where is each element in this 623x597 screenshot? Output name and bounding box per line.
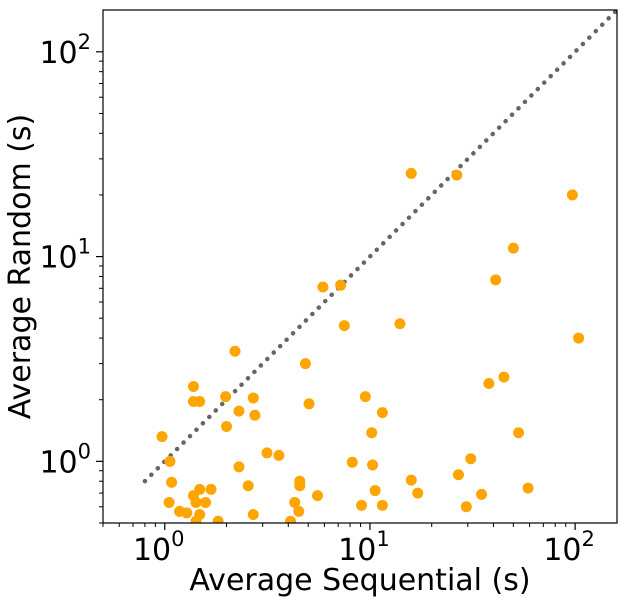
y-tick-base: 10 — [39, 36, 77, 71]
y-tick-label: 100 — [39, 439, 91, 480]
data-point — [507, 242, 519, 254]
data-point — [229, 345, 241, 357]
data-point — [394, 318, 406, 330]
data-point — [356, 499, 368, 511]
data-point — [187, 381, 199, 393]
data-point — [233, 405, 245, 417]
y-tick-exponent: 0 — [78, 439, 91, 463]
data-point — [247, 392, 259, 404]
data-point — [249, 409, 261, 421]
data-point — [498, 371, 510, 383]
data-point — [164, 455, 176, 467]
x-tick-label: 100 — [133, 527, 185, 568]
data-point — [566, 189, 578, 201]
y-axis-label: Average Random (s) — [3, 114, 38, 420]
data-point — [412, 487, 424, 499]
data-point — [163, 496, 175, 508]
x-tick-label: 102 — [543, 527, 595, 568]
data-point — [190, 515, 202, 523]
minor-ticks — [99, 60, 567, 527]
data-point — [483, 377, 495, 389]
data-point — [293, 505, 305, 517]
data-point — [247, 509, 259, 521]
data-point — [220, 391, 232, 403]
data-point — [261, 447, 273, 459]
data-point — [194, 396, 206, 408]
x-tick-labels: 100 101 102 — [133, 527, 595, 568]
x-tick-label: 101 — [338, 527, 390, 568]
data-point — [205, 483, 217, 495]
data-point — [317, 281, 329, 293]
reference-line — [142, 7, 620, 484]
data-point — [294, 480, 306, 492]
major-ticks — [96, 51, 576, 530]
data-point — [359, 391, 371, 403]
data-point — [452, 469, 464, 481]
data-point — [367, 459, 379, 471]
y-tick-label: 101 — [39, 235, 91, 276]
reference-line-layer — [142, 7, 620, 484]
data-point — [200, 496, 212, 508]
data-point — [573, 332, 585, 344]
data-point — [212, 515, 224, 523]
data-point — [190, 496, 202, 508]
data-point — [166, 476, 178, 488]
data-point — [242, 480, 254, 492]
data-point — [405, 474, 417, 486]
y-tick-base: 10 — [39, 241, 77, 276]
x-tick-exponent: 2 — [582, 527, 595, 551]
data-point — [284, 515, 296, 523]
data-point — [346, 456, 358, 468]
x-tick-base: 10 — [133, 533, 171, 568]
data-point — [513, 427, 525, 439]
data-point — [194, 483, 206, 495]
data-point — [338, 320, 350, 332]
data-point — [335, 279, 347, 291]
x-tick-exponent: 0 — [171, 527, 184, 551]
data-point — [366, 427, 378, 439]
data-point — [376, 407, 388, 419]
data-point — [299, 358, 311, 370]
data-point — [273, 449, 285, 461]
points-layer — [156, 167, 585, 523]
data-point — [522, 482, 534, 494]
data-point — [181, 507, 193, 519]
data-point — [311, 490, 323, 502]
data-point — [369, 485, 381, 497]
data-point — [233, 461, 245, 473]
data-point — [289, 496, 301, 508]
y-tick-exponent: 2 — [78, 30, 91, 54]
data-point — [376, 499, 388, 511]
y-tick-base: 10 — [39, 445, 77, 480]
data-point — [405, 167, 417, 179]
plot-frame — [102, 9, 618, 524]
y-tick-label: 102 — [39, 30, 91, 71]
data-point — [460, 501, 472, 513]
data-point — [221, 420, 233, 432]
data-point — [465, 453, 477, 465]
data-point — [451, 169, 463, 181]
data-point — [490, 274, 502, 286]
data-point — [303, 398, 315, 410]
x-axis-label: Average Sequential (s) — [189, 563, 530, 597]
x-tick-base: 10 — [543, 533, 581, 568]
y-tick-exponent: 1 — [78, 235, 91, 259]
data-point — [156, 431, 168, 443]
x-tick-base: 10 — [338, 533, 376, 568]
data-point — [476, 488, 488, 500]
x-tick-exponent: 1 — [376, 527, 389, 551]
